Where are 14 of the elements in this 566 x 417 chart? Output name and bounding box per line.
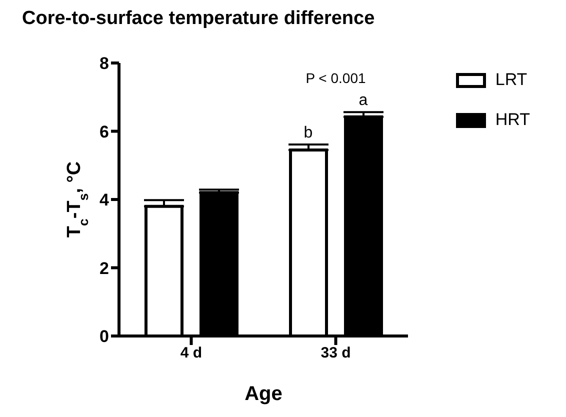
x-tick-label: 33 d <box>320 344 351 362</box>
x-tick-label: 4 d <box>180 344 202 362</box>
annotation: b <box>304 124 313 142</box>
y-tick-label: 6 <box>100 122 109 142</box>
y-tick-label: 0 <box>100 327 109 346</box>
legend-label: HRT <box>495 110 530 130</box>
y-tick-label: 2 <box>100 258 109 278</box>
y-tick-label: 4 <box>100 190 110 210</box>
legend-label: LRT <box>495 70 528 90</box>
annotation: P < 0.001 <box>306 70 366 86</box>
x-axis-title: Age <box>244 383 282 405</box>
annotation: a <box>358 92 368 110</box>
y-tick-label: 8 <box>100 54 109 74</box>
chart-title: Core-to-surface temperature difference <box>22 8 375 30</box>
